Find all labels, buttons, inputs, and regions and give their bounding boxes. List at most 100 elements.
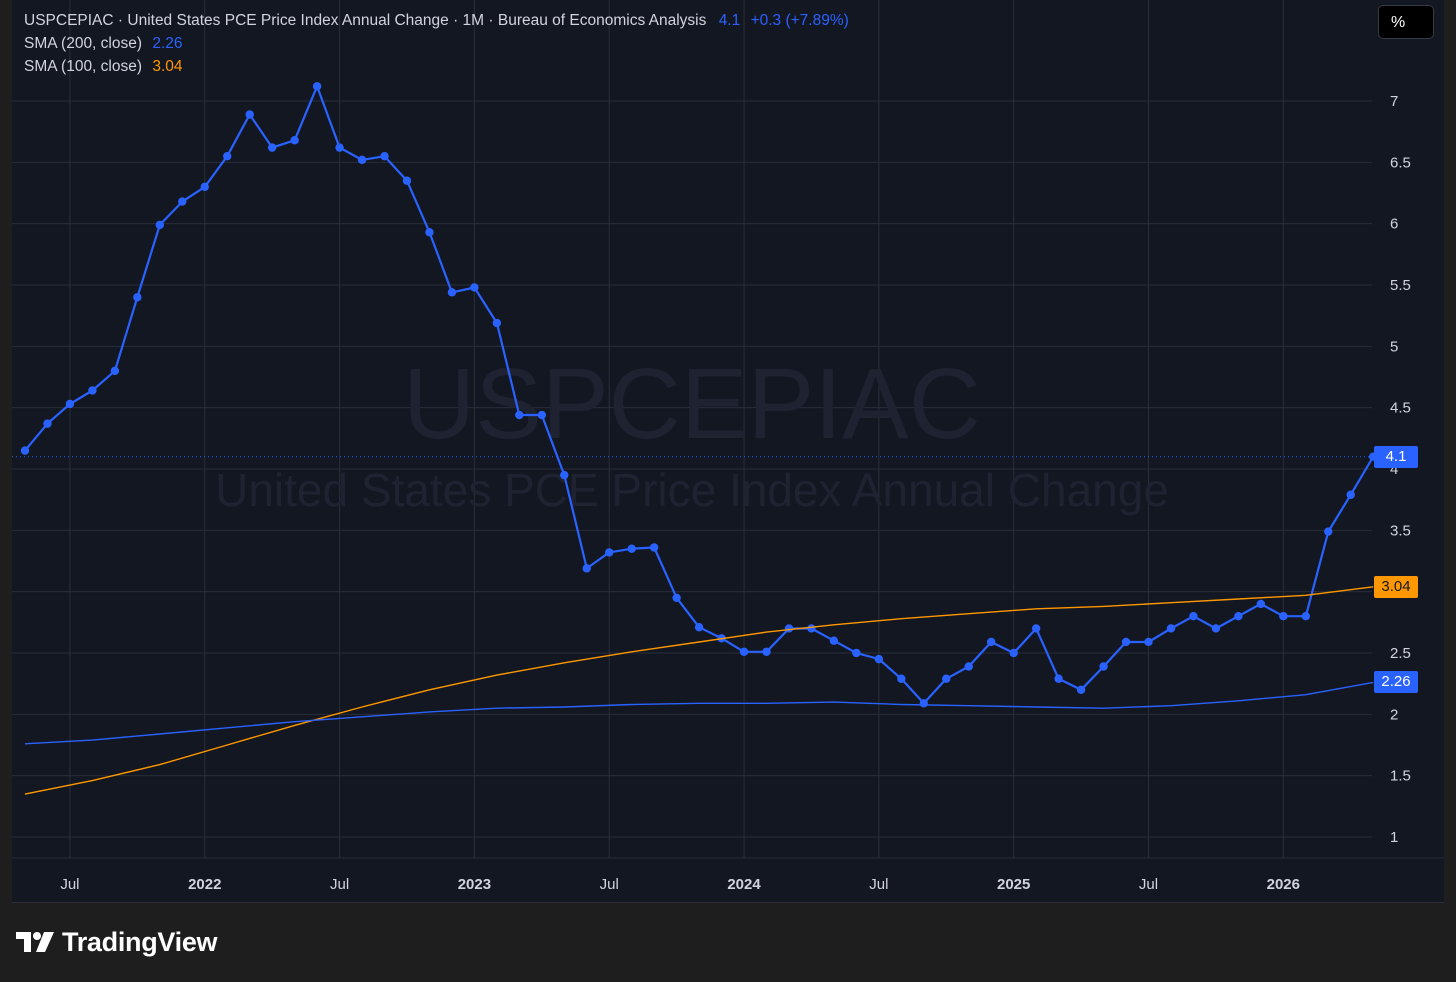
percent-scale-button[interactable]: %: [1378, 5, 1434, 39]
sma200-label: SMA (200, close): [24, 35, 143, 52]
data-point: [380, 152, 389, 161]
sma100-value: 3.04: [152, 58, 183, 75]
sma200-line: [24, 681, 1374, 745]
legend-sep-1: ·: [117, 12, 128, 29]
data-point: [762, 647, 771, 656]
data-point: [560, 470, 569, 480]
data-point: [694, 623, 704, 632]
data-point: [1256, 599, 1266, 609]
y-tick-label: 3.5: [1390, 522, 1411, 539]
data-point: [537, 410, 547, 420]
grid: [12, 0, 1372, 858]
y-tick-label: 6: [1390, 216, 1398, 233]
x-tick-label: Jul: [330, 876, 349, 893]
data-point: [65, 399, 75, 409]
last-price-label: 4.1: [1374, 445, 1418, 468]
data-point: [20, 446, 30, 455]
y-tick-label: 2.5: [1390, 645, 1411, 662]
data-point: [784, 624, 794, 633]
data-point: [605, 548, 614, 557]
data-point: [470, 283, 479, 292]
legend-symbol[interactable]: USPCEPIAC: [24, 12, 114, 29]
data-point: [1234, 612, 1243, 621]
data-point: [987, 637, 996, 647]
data-point: [1031, 624, 1041, 633]
data-point: [582, 564, 591, 573]
data-point: [942, 674, 951, 683]
chart-panel[interactable]: USPCEPIAC United States PCE Price Index …: [12, 0, 1444, 903]
watermark-description: United States PCE Price Index Annual Cha…: [215, 464, 1169, 516]
axes: 11.522.533.544.555.566.57Jul2022Jul2023J…: [12, 93, 1444, 893]
x-tick-label: Jul: [1139, 876, 1158, 893]
data-point: [852, 648, 861, 658]
data-point: [178, 197, 187, 206]
watermark-symbol: USPCEPIAC: [403, 348, 981, 460]
data-point: [1211, 624, 1221, 633]
data-point: [335, 143, 344, 152]
legend-sep-2: ·: [453, 12, 463, 29]
x-tick-label: 2025: [997, 876, 1030, 893]
legend-title: United States PCE Price Index Annual Cha…: [127, 12, 449, 29]
data-point: [357, 155, 367, 165]
sma200-value: 2.26: [152, 35, 183, 52]
data-point: [1076, 685, 1086, 694]
y-tick-label: 1.5: [1390, 768, 1411, 785]
legend-sep-3: ·: [488, 12, 498, 29]
sma100-price-label: 3.04: [1374, 575, 1418, 598]
legend-source: Bureau of Economics Analysis: [497, 12, 707, 29]
data-point: [447, 288, 457, 297]
data-point: [627, 544, 636, 553]
tradingview-logo-icon: [16, 932, 54, 952]
data-point: [312, 82, 322, 91]
x-tick-label: 2022: [188, 876, 221, 893]
x-tick-label: 2024: [727, 876, 761, 893]
data-point: [88, 386, 97, 395]
data-point: [1301, 612, 1310, 621]
data-point: [874, 654, 884, 664]
data-point: [1144, 637, 1153, 647]
data-point: [829, 636, 839, 645]
data-point: [807, 624, 816, 633]
data-point: [739, 647, 749, 656]
data-point: [1346, 490, 1355, 499]
legend-change: +0.3 (+7.89%): [750, 12, 849, 29]
chart-canvas[interactable]: USPCEPIAC United States PCE Price Index …: [12, 0, 1444, 902]
data-point: [133, 293, 142, 302]
data-point: [200, 182, 209, 192]
brand-name: TradingView: [62, 926, 218, 957]
data-point: [267, 143, 277, 152]
sma100-label: SMA (100, close): [24, 58, 143, 75]
data-point: [245, 110, 254, 119]
data-point: [515, 410, 524, 420]
x-tick-label: Jul: [869, 876, 888, 893]
x-tick-label: 2023: [458, 876, 491, 893]
data-point: [425, 228, 434, 237]
data-point: [1054, 674, 1063, 683]
data-point: [1166, 624, 1176, 633]
data-point: [43, 419, 52, 428]
data-point: [223, 152, 232, 161]
sma200-price-label: 2.26: [1374, 671, 1418, 694]
y-tick-label: 2: [1390, 706, 1398, 723]
y-tick-label: 4: [1390, 461, 1398, 478]
data-point: [1099, 662, 1108, 671]
data-point: [1189, 612, 1198, 621]
data-point: [290, 136, 299, 145]
data-point: [919, 699, 928, 708]
main-legend: USPCEPIAC · United States PCE Price Inde…: [24, 12, 849, 30]
sma100-legend[interactable]: SMA (100, close) 3.04: [24, 58, 183, 76]
sma100-line: [24, 586, 1374, 795]
data-point: [155, 220, 165, 230]
legend-last-value: 4.1: [718, 12, 741, 29]
tradingview-brand[interactable]: TradingView: [16, 925, 218, 959]
y-tick-label: 5: [1390, 338, 1398, 355]
x-tick-label: 2026: [1267, 876, 1300, 893]
y-tick-label: 1: [1390, 829, 1398, 846]
data-point: [110, 366, 120, 376]
data-point: [402, 176, 412, 185]
watermark: USPCEPIAC United States PCE Price Index …: [215, 348, 1169, 516]
data-point: [964, 662, 973, 671]
sma200-legend[interactable]: SMA (200, close) 2.26: [24, 35, 183, 53]
y-tick-label: 7: [1390, 93, 1398, 110]
series-group: [12, 82, 1378, 795]
